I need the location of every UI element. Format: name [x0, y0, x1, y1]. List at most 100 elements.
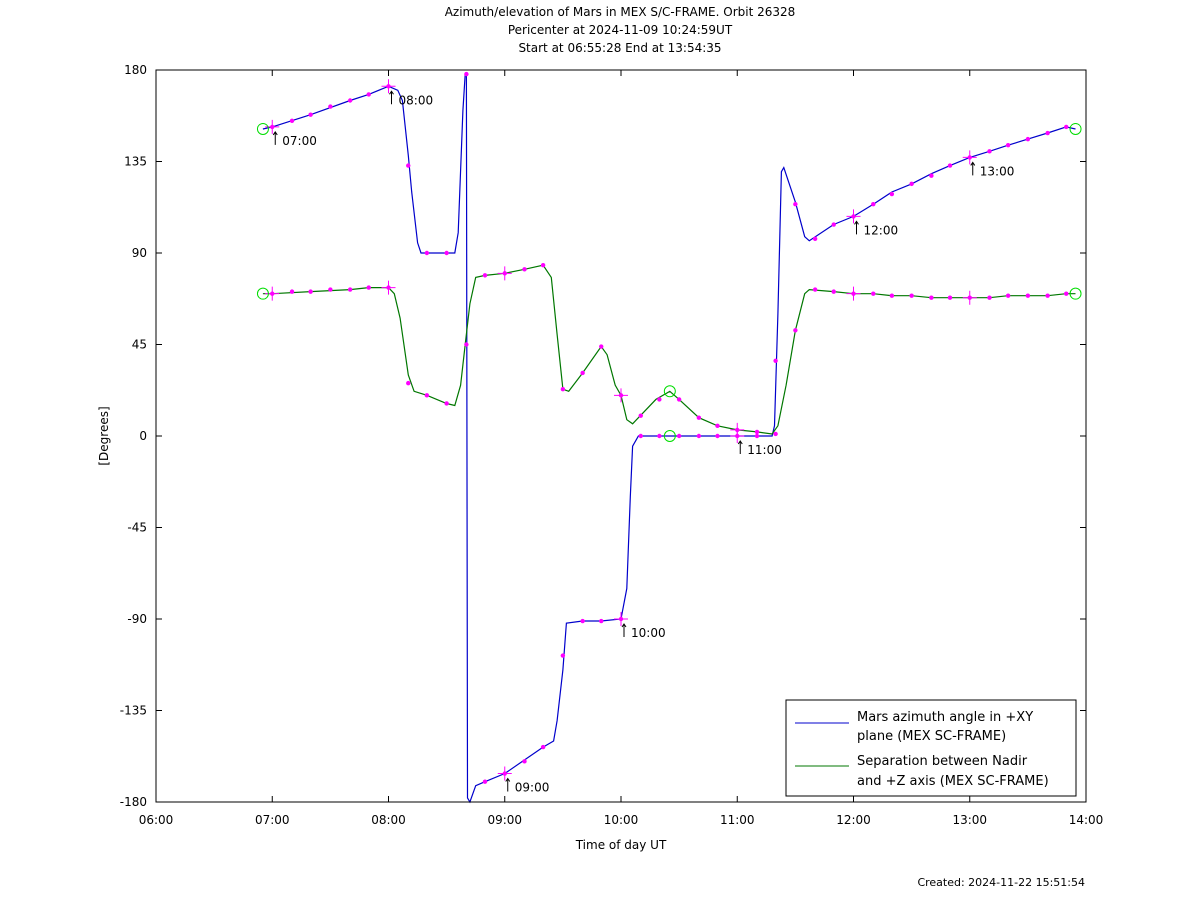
data-point-azimuth — [406, 163, 411, 168]
x-tick-label: 09:00 — [487, 813, 522, 827]
data-point-separation — [482, 273, 488, 278]
data-point-separation — [889, 293, 895, 298]
x-tick-label: 11:00 — [720, 813, 755, 827]
x-tick-label: 10:00 — [604, 813, 639, 827]
data-point-azimuth — [715, 433, 720, 439]
series-layer — [256, 71, 1082, 804]
hour-cross-marker-azimuth — [614, 612, 628, 626]
y-tick-label: 0 — [139, 429, 147, 443]
data-point-separation — [715, 423, 720, 429]
hour-cross-marker-separation — [846, 286, 861, 301]
event-circle-azimuth — [663, 430, 676, 442]
data-point-separation — [929, 295, 934, 300]
x-axis-label: Time of day UT — [575, 838, 667, 852]
hour-cross-marker-azimuth — [381, 79, 396, 94]
hour-annotation-arrow — [854, 220, 859, 235]
hour-annotation-arrow — [737, 440, 743, 454]
data-point-separation — [1005, 293, 1011, 298]
data-point-separation — [754, 429, 760, 435]
y-tick-label: -45 — [127, 521, 147, 535]
series-line-separation — [262, 264, 1076, 435]
data-point-separation — [696, 415, 702, 420]
data-point-separation — [1064, 291, 1069, 296]
data-point-azimuth — [696, 433, 702, 439]
hour-annotation-label: 12:00 — [864, 223, 899, 237]
data-point-azimuth — [754, 433, 760, 439]
y-tick-label: 135 — [124, 155, 147, 169]
hour-annotation-arrow — [621, 623, 627, 637]
data-point-azimuth — [522, 759, 527, 764]
data-point-azimuth — [464, 71, 469, 77]
hour-cross-marker-separation — [962, 290, 977, 305]
data-point-azimuth — [1064, 124, 1069, 130]
y-tick-label: -180 — [120, 795, 147, 809]
hour-annotation-label: 13:00 — [980, 164, 1015, 178]
data-point-separation — [560, 387, 566, 392]
hour-annotation-label: 10:00 — [631, 626, 666, 640]
data-point-separation — [1025, 293, 1031, 298]
axes: 06:00 07:00 08:00 09:00 10:00 11:00 12:00 13:00… — [120, 63, 1104, 827]
data-point-separation — [987, 295, 992, 300]
x-tick-label: 06:00 — [139, 813, 174, 827]
annotation-layer: 07:00 08:00 09:00 10:00 11:00 12:00 13:00 — [272, 90, 1015, 795]
legend-box — [785, 699, 1077, 797]
data-point-azimuth — [1005, 143, 1011, 148]
data-point-separation — [638, 413, 643, 418]
data-point-azimuth — [871, 202, 876, 207]
hour-annotation-label: 08:00 — [399, 93, 434, 107]
legend-label-separation-line-1: Separation between Nadir — [857, 754, 1028, 769]
data-point-azimuth — [1045, 130, 1050, 136]
data-point-azimuth — [773, 358, 778, 363]
y-tick-label: 180 — [124, 63, 147, 77]
event-circle-azimuth — [1069, 122, 1082, 135]
chart-title-line-3: Start at 06:55:28 End at 13:54:35 — [518, 41, 722, 55]
hour-cross-marker-separation — [614, 388, 628, 403]
data-point-azimuth — [929, 173, 934, 178]
data-point-azimuth — [831, 222, 836, 227]
data-point-separation — [540, 263, 546, 268]
x-tick-label: 07:00 — [255, 813, 290, 827]
data-point-azimuth — [328, 104, 333, 109]
created-timestamp: Created: 2024-11-22 15:51:54 — [917, 876, 1085, 889]
data-point-separation — [657, 397, 662, 402]
data-point-separation — [522, 267, 527, 272]
data-point-separation — [328, 287, 333, 292]
data-point-azimuth — [540, 744, 546, 750]
data-point-separation — [366, 285, 371, 290]
hour-annotation-arrow — [970, 161, 976, 176]
data-point-azimuth — [657, 433, 662, 439]
data-point-azimuth — [444, 250, 449, 256]
data-point-azimuth — [947, 163, 953, 168]
hour-cross-marker-separation — [381, 280, 396, 295]
x-tick-label: 12:00 — [836, 813, 871, 827]
data-point-azimuth — [289, 118, 295, 124]
data-point-azimuth — [580, 618, 585, 624]
hour-annotation-label: 09:00 — [515, 781, 550, 795]
data-point-azimuth — [560, 653, 566, 658]
data-point-separation — [599, 344, 604, 349]
data-point-separation — [308, 289, 313, 294]
data-point-separation — [831, 289, 836, 294]
data-point-separation — [289, 289, 295, 294]
y-tick-label: -135 — [120, 704, 147, 718]
data-point-azimuth — [793, 202, 798, 207]
hour-cross-marker-separation — [265, 286, 280, 301]
y-tick-label: 90 — [132, 246, 147, 260]
hour-annotation-label: 07:00 — [282, 134, 317, 148]
data-point-separation — [580, 370, 585, 376]
data-point-azimuth — [308, 112, 313, 117]
data-point-azimuth — [482, 779, 488, 784]
hour-cross-marker-azimuth — [497, 766, 512, 781]
hour-annotation-arrow — [389, 90, 394, 105]
plot-frame — [155, 69, 1087, 803]
hour-annotation-label: 11:00 — [747, 443, 782, 457]
data-point-separation — [464, 342, 469, 347]
hour-cross-marker-separation — [730, 422, 745, 437]
chart-title-line-2: Pericenter at 2024-11-09 10:24:59UT — [507, 23, 733, 37]
legend-label-separation-line-2: and +Z axis (MEX SC-FRAME) — [857, 774, 1049, 789]
data-point-separation — [947, 295, 953, 300]
event-circle-separation — [256, 287, 269, 300]
data-point-separation — [909, 293, 914, 298]
data-point-separation — [871, 291, 876, 296]
